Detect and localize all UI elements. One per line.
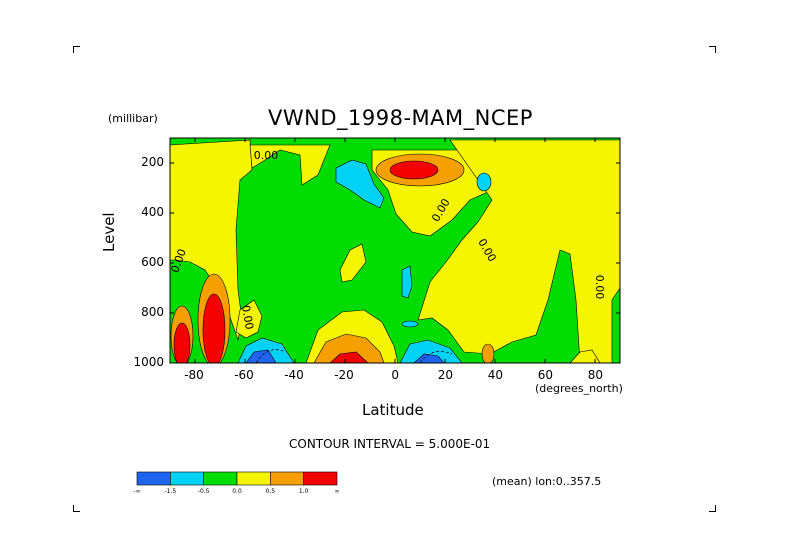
contour-interval-note: CONTOUR INTERVAL = 5.000E-01 [289, 437, 491, 451]
colorbar-label: -1.5 [164, 488, 176, 495]
mean-longitude-note: (mean) lon:0..357.5 [492, 475, 602, 488]
colorbar-swatch [136, 471, 171, 486]
max-region [389, 160, 439, 180]
contour-label: 0.00 [593, 275, 606, 300]
contour-field: 0.000.000.000.000.000.00 [170, 138, 620, 363]
y-tick-label: 200 [141, 155, 164, 169]
y-tick-label: 400 [141, 205, 164, 219]
x-axis-label: Latitude [362, 401, 424, 419]
colorbar-swatch [270, 471, 304, 486]
colorbar-swatch [203, 471, 238, 486]
colorbar-label: -∞ [133, 488, 140, 495]
corner-mark-top-left [73, 46, 80, 53]
negative-region [401, 265, 413, 299]
strong-positive-region [313, 333, 385, 363]
corner-mark-top-right [709, 46, 716, 53]
negative-region [335, 159, 385, 209]
colorbar-swatch [303, 471, 338, 486]
max-region [202, 293, 226, 363]
chart-title: VWND_1998-MAM_NCEP [268, 106, 533, 130]
corner-mark-bottom-right [709, 505, 716, 512]
x-tick-label: 0 [391, 368, 400, 382]
x-tick-label: 40 [487, 368, 504, 382]
negative-region [401, 320, 419, 328]
contour-label: 0.00 [254, 149, 279, 162]
colorbar-label: ∞ [335, 488, 340, 495]
y-axis-units: (millibar) [108, 112, 158, 125]
y-tick-label: 600 [141, 255, 164, 269]
positive-region [249, 144, 331, 186]
max-region [173, 322, 191, 363]
positive-region [339, 243, 367, 283]
x-tick-label: -60 [234, 368, 254, 382]
colorbar-label: -0.5 [198, 488, 210, 495]
x-tick-label: -40 [284, 368, 304, 382]
max-region [329, 351, 369, 363]
corner-mark-bottom-left [73, 505, 80, 512]
colorbar-label: 0.5 [266, 488, 276, 495]
axis-ticks [170, 138, 620, 364]
y-tick-label: 800 [141, 305, 164, 319]
positive-region [417, 139, 620, 363]
x-tick-label: 20 [437, 368, 454, 382]
colorbar-label: 0.0 [232, 488, 242, 495]
x-axis-units: (degrees_north) [535, 382, 623, 395]
negative-region [399, 339, 463, 363]
colorbar: -∞ -1.5 -0.5 0.0 0.5 1.0 ∞ [133, 471, 340, 495]
x-tick-label: 60 [537, 368, 554, 382]
y-tick-label: 1000 [133, 355, 164, 369]
negative-region [476, 172, 492, 192]
strong-negative-region [245, 349, 277, 363]
positive-region [569, 349, 601, 363]
x-tick-label: 80 [587, 368, 604, 382]
x-tick-label: -80 [184, 368, 204, 382]
x-tick-label: -20 [334, 368, 354, 382]
positive-region [235, 299, 263, 339]
contour-line [255, 349, 287, 363]
colorbar-label: 1.0 [299, 488, 309, 495]
contour-label: 0.00 [239, 304, 256, 330]
colorbar-swatch [236, 471, 271, 486]
colorbar-swatch [170, 471, 204, 486]
strong-positive-region [481, 343, 495, 363]
contour-line [419, 351, 453, 363]
